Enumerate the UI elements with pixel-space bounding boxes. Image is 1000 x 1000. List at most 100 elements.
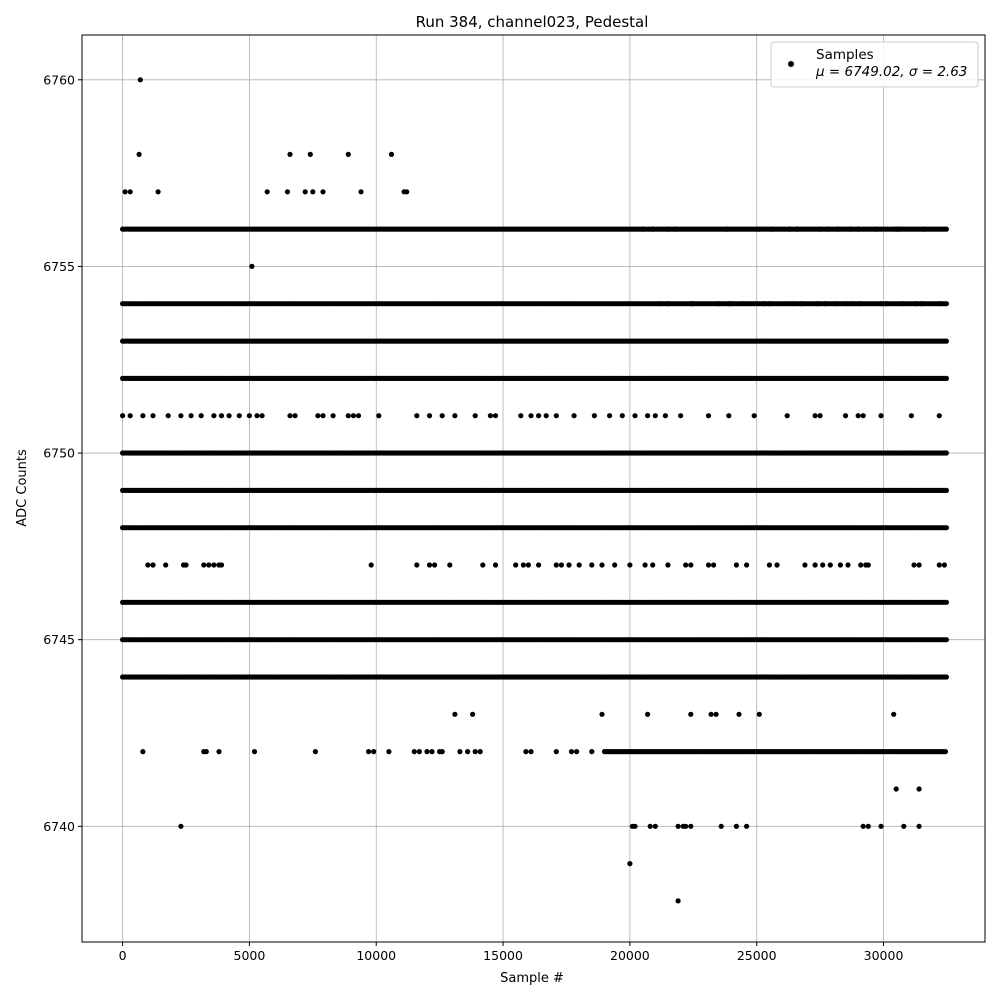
data-point [345, 151, 351, 157]
data-point [817, 413, 823, 419]
data-point [523, 749, 529, 755]
data-point [366, 749, 372, 755]
data-point [345, 413, 351, 419]
data-point [492, 413, 499, 419]
data-point [127, 413, 133, 419]
data-point [236, 413, 242, 419]
data-point [865, 823, 871, 829]
data-point [426, 562, 433, 568]
legend-frame [770, 41, 979, 88]
data-point [943, 487, 950, 493]
data-point [457, 749, 463, 755]
data-point [916, 562, 922, 568]
data-point [883, 301, 889, 307]
data-point [424, 749, 430, 755]
data-point [936, 562, 942, 568]
data-point [705, 562, 712, 568]
data-point [404, 189, 410, 195]
data-point [310, 189, 316, 195]
data-point [376, 413, 382, 419]
data-point [744, 562, 750, 568]
data-point [607, 413, 613, 419]
data-point [718, 823, 724, 829]
data-point [566, 562, 572, 568]
data-point [913, 301, 920, 307]
data-point [943, 338, 950, 344]
y-tick-label: 6755 [43, 259, 75, 274]
y-tick-label: 6760 [43, 72, 75, 87]
data-point [122, 189, 128, 195]
data-point [645, 413, 651, 419]
data-point [599, 562, 605, 568]
data-point [543, 413, 549, 419]
data-point [315, 413, 321, 419]
data-point [165, 413, 171, 419]
data-point [665, 562, 671, 568]
data-point [178, 823, 184, 829]
data-point [873, 226, 879, 232]
data-point [943, 637, 950, 643]
data-point [711, 562, 717, 568]
chart-title: Run 384, channel023, Pedestal [416, 13, 649, 31]
data-point [574, 749, 580, 755]
data-point [741, 301, 747, 307]
data-point [553, 562, 559, 568]
data-point [865, 562, 871, 568]
data-point [817, 226, 823, 232]
legend-marker [788, 61, 794, 67]
data-point [708, 711, 714, 717]
data-point [201, 562, 207, 568]
data-point [688, 823, 694, 829]
data-point [246, 413, 252, 419]
data-point [218, 562, 225, 568]
data-point [943, 375, 950, 381]
data-point [571, 413, 577, 419]
data-point [452, 711, 458, 717]
data-point [137, 77, 143, 83]
data-point [226, 413, 232, 419]
data-point [705, 413, 712, 419]
data-point [249, 263, 255, 269]
data-point [480, 562, 486, 568]
data-point [140, 413, 146, 419]
data-point [520, 562, 527, 568]
data-point [878, 823, 884, 829]
data-point [683, 823, 689, 829]
data-point [287, 151, 293, 157]
x-tick-label: 15000 [483, 948, 523, 963]
data-point [878, 301, 884, 307]
data-point [860, 413, 866, 419]
data-point [665, 301, 671, 307]
data-point [416, 749, 422, 755]
data-point [553, 749, 559, 755]
data-point [878, 413, 884, 419]
data-point [815, 301, 821, 307]
x-tick-label: 0 [119, 948, 127, 963]
x-tick-label: 25000 [737, 948, 777, 963]
data-point [842, 301, 849, 307]
data-point [848, 226, 854, 232]
data-point [921, 226, 927, 232]
data-point [465, 749, 471, 755]
data-point [155, 189, 161, 195]
axis-ticks: 0 5000 10000 15000 20000 25000 30000 6740 6745 67… [43, 72, 903, 963]
data-point [652, 413, 658, 419]
data-point [896, 226, 902, 232]
data-point [652, 823, 658, 829]
data-point [728, 301, 734, 307]
data-point [599, 711, 605, 717]
data-point [292, 413, 298, 419]
y-tick-label: 6745 [43, 632, 75, 647]
data-point [355, 413, 362, 419]
data-point [429, 749, 435, 755]
data-point [662, 413, 669, 419]
data-point [855, 413, 861, 419]
data-point [163, 562, 169, 568]
data-point [203, 749, 209, 755]
legend-stats: μ = 6749.02, σ = 2.63 [815, 64, 967, 80]
data-point [218, 413, 225, 419]
data-point [688, 562, 694, 568]
data-point [665, 226, 671, 232]
data-point [812, 562, 818, 568]
data-point [627, 861, 633, 867]
